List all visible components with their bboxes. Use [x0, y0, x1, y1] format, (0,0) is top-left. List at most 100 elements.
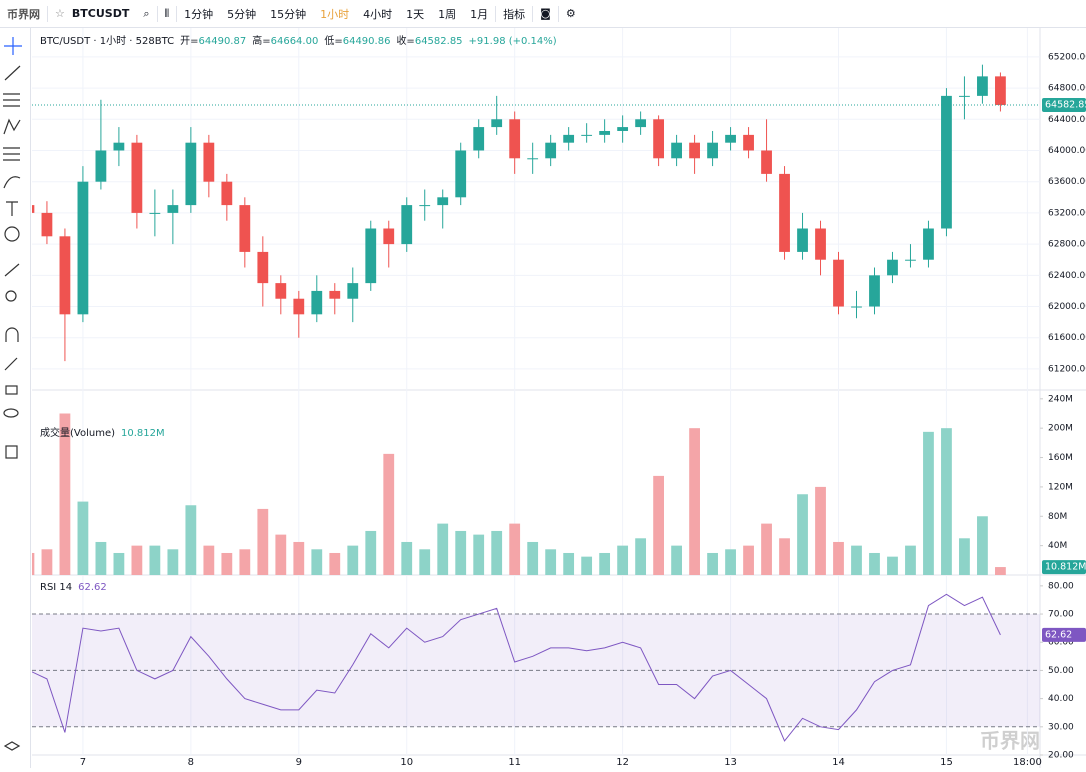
compare[interactable]: ⫴ [164, 6, 170, 20]
interval[interactable]: 1天 [406, 7, 425, 21]
pencil-tool[interactable] [4, 357, 18, 371]
lock-tool[interactable] [5, 385, 18, 395]
indicators[interactable]: 指标 [503, 7, 526, 21]
text-tool[interactable] [6, 201, 18, 216]
volume-bar [797, 494, 808, 575]
price-change: +91.98 (+0.14%) [469, 36, 557, 47]
y-tick-label: 80M [1048, 512, 1067, 522]
y-tick-label: 62000.00 [1048, 302, 1086, 312]
volume-bar [941, 428, 952, 575]
candle-body [59, 236, 71, 315]
volume-bar [131, 545, 143, 575]
x-tick-label: 9 [296, 757, 302, 768]
candle-body [239, 205, 251, 252]
settings[interactable]: ⚙ [565, 7, 576, 20]
volume-bar [167, 549, 179, 575]
candle-body [833, 259, 844, 307]
candle-body [131, 142, 143, 213]
x-tick-label: 12 [616, 757, 629, 768]
volume-bar [977, 516, 988, 575]
pattern-tool[interactable] [3, 118, 21, 135]
ohlc-value: 64490.86 [343, 36, 391, 47]
ruler-tool[interactable] [4, 263, 20, 277]
y-tick-label: 63200.00 [1048, 208, 1086, 218]
candle-body [941, 95, 952, 229]
intervals: 1分钟 5分钟 15分钟 1小时 4小时 1天 1周 1月 [177, 6, 495, 22]
x-tick-label: 15 [940, 757, 953, 768]
volume-bar [923, 431, 934, 575]
search[interactable]: ⌕ [143, 6, 150, 20]
candle-body [797, 228, 808, 252]
interval[interactable]: 1小时 [320, 7, 350, 21]
y-tick-label: 200M [1048, 424, 1073, 434]
last-price-label-bg [1042, 98, 1086, 113]
candle-body [311, 290, 323, 315]
candle-body [959, 95, 970, 97]
candle-body [653, 119, 665, 159]
interval[interactable]: 15分钟 [270, 7, 307, 21]
last-volume-label-bg [1042, 560, 1086, 575]
ohlc-value: 64664.00 [271, 36, 319, 47]
channel-tool[interactable] [3, 93, 20, 107]
interval[interactable]: 1月 [470, 7, 489, 21]
volume-bar [257, 508, 269, 575]
ohlc-value: 64490.87 [199, 36, 247, 47]
interval[interactable]: 5分钟 [227, 7, 257, 21]
trash-tool[interactable] [5, 445, 18, 459]
x-tick-label: 11 [508, 757, 521, 768]
volume-bar [545, 549, 557, 575]
interval[interactable]: 1周 [438, 7, 457, 21]
snapshot[interactable]: ◙ [540, 7, 551, 20]
volume-legend: 成交量(Volume) 10.812M [40, 426, 165, 439]
interval[interactable]: 1分钟 [184, 7, 214, 21]
candle-body [851, 306, 862, 308]
volume-bar [221, 552, 233, 575]
y-tick-label: 62800.00 [1048, 240, 1086, 250]
candle-body [977, 76, 988, 96]
volume-bar [851, 545, 862, 575]
candle-body [779, 173, 790, 252]
separator [557, 5, 559, 22]
candle-body [473, 127, 485, 151]
separator [495, 5, 497, 22]
y-tick-label: 62400.00 [1048, 271, 1086, 281]
plot-area [32, 64, 1006, 362]
volume-bar [59, 413, 71, 575]
interval[interactable]: 4小时 [363, 7, 393, 21]
volume-bar [365, 530, 377, 575]
volume-bar [671, 545, 682, 575]
eye-tool[interactable] [3, 408, 19, 418]
fib-tool[interactable] [3, 147, 20, 161]
y-tick-label: 64000.00 [1048, 146, 1086, 156]
volume-bar [311, 549, 323, 575]
candle-body [869, 275, 880, 307]
volume-bar [527, 541, 539, 575]
symbol[interactable]: BTCUSDT [71, 7, 130, 20]
volume-bar [347, 545, 359, 575]
layers-tool[interactable] [3, 741, 21, 751]
separator [156, 5, 158, 22]
emoji-tool[interactable] [4, 226, 20, 242]
volume-bar [149, 545, 161, 575]
candle-body [815, 228, 826, 260]
crosshair-tool[interactable] [4, 37, 22, 55]
candle-body [221, 181, 233, 206]
plot-area [32, 413, 1006, 575]
separator [47, 5, 48, 22]
volume-title: 成交量(Volume) [40, 426, 115, 439]
volume-value: 10.812M [121, 428, 165, 439]
trend-line-tool[interactable] [4, 65, 21, 81]
candle-body [491, 119, 503, 128]
volume-bar [473, 534, 485, 575]
star[interactable]: ☆ [55, 7, 65, 20]
candle-body [545, 142, 557, 159]
volume-bar [329, 552, 341, 575]
y-tick-label: 61200.00 [1048, 364, 1086, 374]
brush-tool[interactable] [3, 176, 21, 189]
candle-body [149, 212, 161, 214]
y-tick-label: 70.00 [1048, 610, 1074, 620]
magnet-tool[interactable] [5, 327, 19, 342]
top-toolbar: 币界网 ☆ BTCUSDT ⌕ ⫴ 1分钟 5分钟 15分钟 1小时 4小时 1天 1周 1月… [0, 0, 1086, 28]
zoom-tool[interactable] [5, 290, 17, 302]
